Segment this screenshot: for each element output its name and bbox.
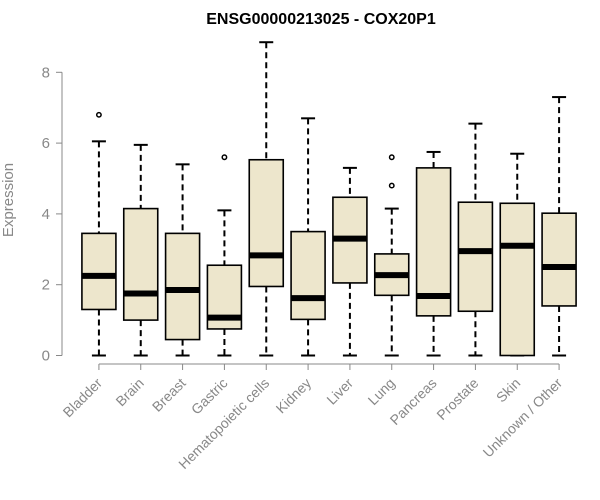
- x-tick-label: Skin: [493, 375, 524, 406]
- box: [81, 232, 117, 311]
- box: [457, 201, 494, 313]
- y-tick-label: 4: [42, 206, 50, 223]
- outlier-point: [388, 154, 395, 161]
- y-axis: 0 2 4 6 8: [42, 64, 63, 365]
- x-tick-label: Prostate: [433, 375, 481, 423]
- box-group: [415, 150, 452, 357]
- x-tick-label: Lung: [365, 375, 398, 408]
- x-tick-label: Breast: [149, 375, 189, 415]
- box-group: [541, 96, 577, 357]
- box: [541, 212, 577, 307]
- outlier-point: [221, 154, 228, 161]
- y-axis-label: Expression: [0, 163, 17, 237]
- outlier-point: [388, 182, 395, 189]
- y-tick-label: 8: [42, 64, 50, 81]
- box-group: [164, 163, 201, 357]
- y-tick-label: 0: [42, 348, 50, 365]
- box-group: [81, 111, 117, 357]
- box: [248, 158, 285, 288]
- box-group: [206, 154, 243, 357]
- x-tick-label: Unknown / Other: [480, 375, 566, 461]
- x-tick-label: Liver: [323, 375, 356, 408]
- box: [290, 230, 326, 321]
- box-group: [499, 152, 536, 357]
- x-tick-label: Brain: [112, 375, 146, 409]
- box: [499, 202, 536, 357]
- box-group: [248, 41, 285, 357]
- x-tick-label: Pancreas: [387, 375, 440, 428]
- boxes: [81, 41, 577, 357]
- box: [164, 232, 201, 341]
- box-group: [457, 122, 494, 357]
- y-tick-label: 6: [42, 135, 50, 152]
- outlier-point: [95, 111, 102, 118]
- y-tick-label: 2: [42, 277, 50, 294]
- box: [122, 207, 159, 321]
- box-group: [290, 117, 326, 357]
- x-tick-label: Bladder: [60, 375, 106, 421]
- box-group: [332, 166, 368, 357]
- box-group: [373, 154, 410, 357]
- x-tick-label: Kidney: [273, 375, 315, 417]
- chart-title: ENSG00000213025 - COX20P1: [206, 11, 436, 28]
- box-group: [122, 143, 159, 357]
- box: [415, 167, 452, 317]
